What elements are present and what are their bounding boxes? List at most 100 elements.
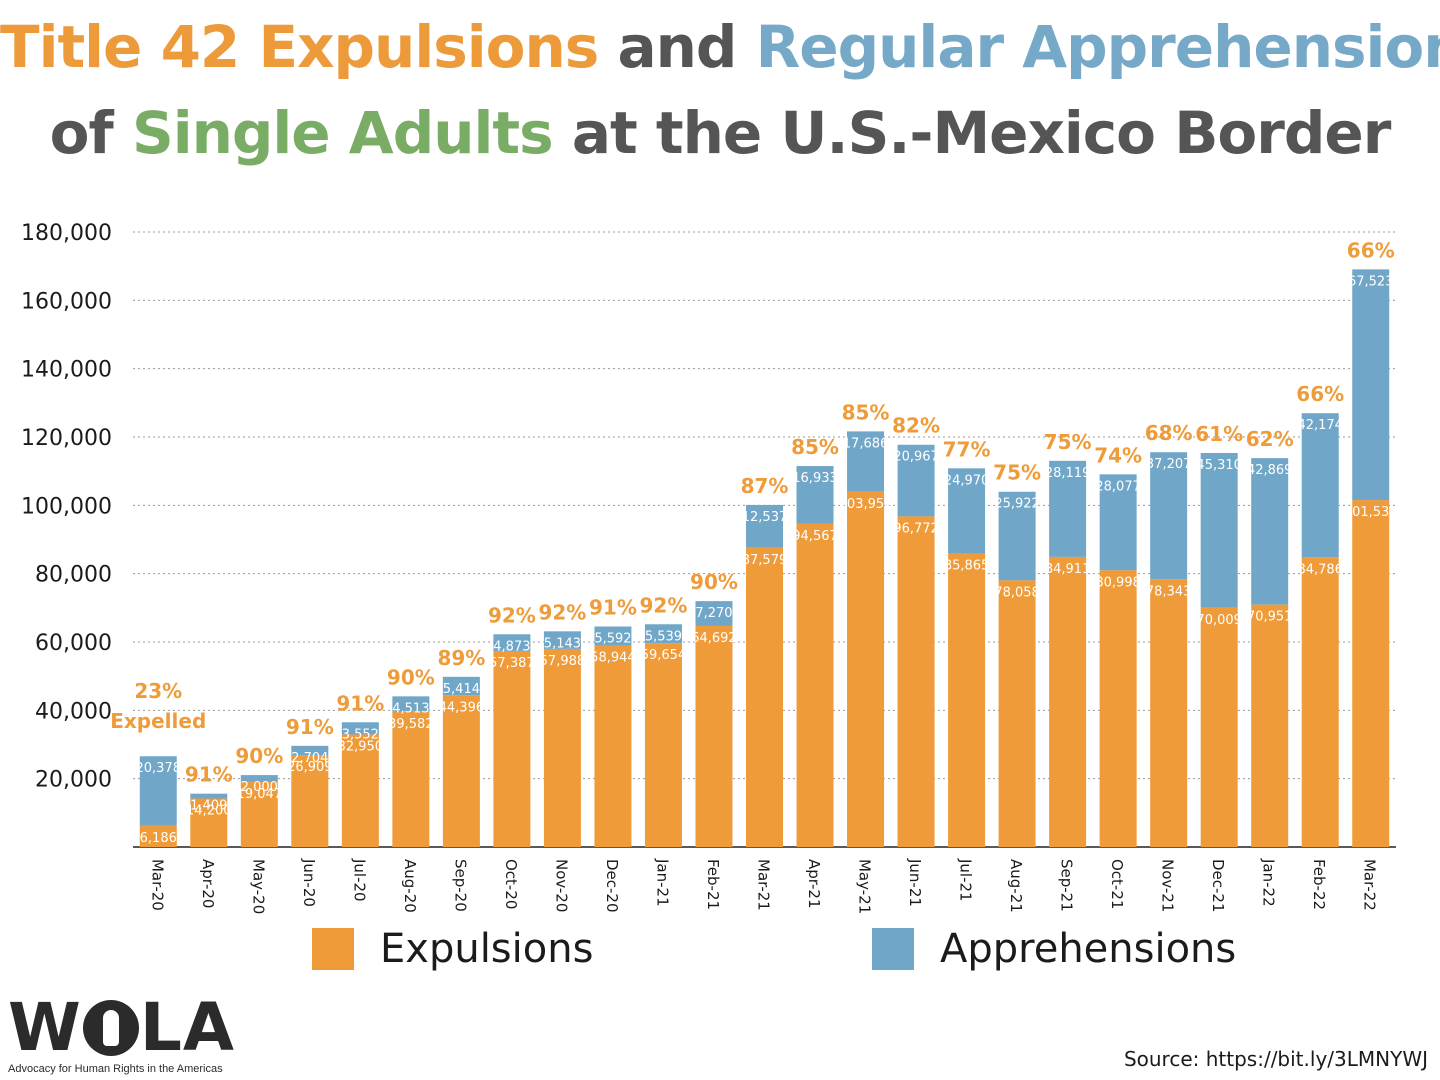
bar-apprehensions xyxy=(847,431,885,492)
data-label-apprehensions: 5,143 xyxy=(544,636,581,651)
y-tick-label: 80,000 xyxy=(35,563,112,588)
x-tick-label: Jun-20 xyxy=(300,858,318,907)
percent-expelled-label: 92% xyxy=(640,593,688,617)
legend-label-apprehensions: Apprehensions xyxy=(940,926,1237,972)
data-label-apprehensions: 4,873 xyxy=(493,639,530,654)
data-label-apprehensions: 42,869 xyxy=(1247,463,1293,478)
data-label-expulsions: 57,387 xyxy=(489,656,535,671)
bar-apprehensions xyxy=(190,793,228,799)
data-label-expulsions: 94,567 xyxy=(792,529,838,544)
data-label-expulsions: 78,058 xyxy=(994,585,1040,600)
bar-apprehensions xyxy=(1150,452,1188,580)
bar-expulsions xyxy=(847,491,885,847)
bar-expulsions xyxy=(240,781,278,847)
percent-expelled-label: 75% xyxy=(1044,430,1092,454)
data-label-apprehensions: 7,270 xyxy=(695,606,732,621)
data-label-expulsions: 58,944 xyxy=(590,651,636,666)
x-tick-label: Dec-21 xyxy=(1209,859,1227,913)
title-line-1-segment-0: Title 42 Expulsions xyxy=(0,13,599,81)
bar-expulsions xyxy=(1200,607,1238,847)
bar-apprehensions xyxy=(594,626,632,646)
data-label-expulsions: 78,343 xyxy=(1146,584,1192,599)
percent-expelled-label: 66% xyxy=(1347,238,1395,262)
data-label-apprehensions: 12,537 xyxy=(742,510,788,525)
data-label-apprehensions: 28,119 xyxy=(1045,466,1091,481)
y-tick-label: 160,000 xyxy=(21,289,112,314)
bar-expulsions xyxy=(291,755,329,847)
data-label-apprehensions: 24,970 xyxy=(944,473,990,488)
bar-expulsions xyxy=(1352,500,1390,847)
bar-expulsions xyxy=(796,523,834,847)
x-tick-label: Jul-20 xyxy=(350,858,368,902)
percent-expelled-label: 91% xyxy=(336,691,384,715)
bar-expulsions xyxy=(493,650,531,847)
data-label-apprehensions: 2,704 xyxy=(291,751,328,766)
x-tick-label: Nov-21 xyxy=(1159,859,1177,912)
data-label-expulsions: 80,998 xyxy=(1095,575,1141,590)
data-label-expulsions: 96,772 xyxy=(893,521,939,536)
y-tick-label: 100,000 xyxy=(21,494,112,519)
percent-expelled-label: 91% xyxy=(286,715,334,739)
x-tick-label: Mar-21 xyxy=(755,859,773,911)
bar-expulsions xyxy=(746,547,783,847)
bar-expulsions xyxy=(341,734,379,847)
data-label-apprehensions: 4,513 xyxy=(392,701,429,716)
x-tick-label: Jan-22 xyxy=(1260,858,1278,907)
bar-expulsions xyxy=(1049,556,1087,847)
bar-expulsions xyxy=(1251,604,1289,847)
data-label-expulsions: 101,539 xyxy=(1344,505,1398,520)
title-line-1-segment-2: Regular Apprehensions xyxy=(755,13,1440,81)
percent-expelled-label: 90% xyxy=(690,570,738,594)
bar-expulsions xyxy=(392,711,430,847)
data-label-apprehensions: 5,414 xyxy=(443,682,480,697)
chart-title-line-1: Title 42 Expulsions and Regular Apprehen… xyxy=(0,18,1440,76)
data-label-expulsions: 64,692 xyxy=(691,631,737,646)
percent-expelled-label: 87% xyxy=(741,474,789,498)
data-label-apprehensions: 5,592 xyxy=(594,632,631,647)
x-tick-label: Nov-20 xyxy=(552,859,570,912)
x-tick-label: Oct-20 xyxy=(502,859,520,909)
x-tick-label: Apr-21 xyxy=(805,859,823,909)
bar-expulsions xyxy=(543,648,581,847)
logo-name-right: LA xyxy=(139,989,235,1066)
data-label-expulsions: 59,654 xyxy=(641,648,687,663)
y-tick-label: 120,000 xyxy=(21,426,112,451)
bar-expulsions xyxy=(644,643,682,847)
bar-expulsions xyxy=(139,825,177,847)
data-label-apprehensions: 45,310 xyxy=(1196,458,1242,473)
bar-expulsions xyxy=(442,695,480,847)
percent-expelled-label: 92% xyxy=(488,603,536,627)
data-label-expulsions: 44,396 xyxy=(439,700,485,715)
x-tick-label: Jul-21 xyxy=(957,858,975,902)
percent-expelled-label: 91% xyxy=(589,596,637,620)
logo-emblem-icon xyxy=(82,1000,139,1056)
data-label-expulsions: 103,957 xyxy=(839,497,893,512)
y-tick-label: 180,000 xyxy=(21,221,112,246)
percent-expelled-label: 85% xyxy=(791,435,839,459)
data-label-apprehensions: 5,539 xyxy=(645,629,682,644)
x-tick-label: Mar-22 xyxy=(1361,859,1379,911)
bar-apprehensions xyxy=(493,634,531,651)
data-label-apprehensions: 17,686 xyxy=(843,436,889,451)
percent-expelled-note: Expelled xyxy=(110,709,206,733)
x-tick-label: Oct-21 xyxy=(1108,859,1126,909)
bar-expulsions xyxy=(998,580,1036,847)
bar-apprehensions xyxy=(1352,269,1390,501)
data-label-expulsions: 70,009 xyxy=(1196,613,1242,628)
logo-name-left: W xyxy=(8,989,82,1066)
data-label-apprehensions: 20,967 xyxy=(893,450,939,465)
percent-expelled-label: 77% xyxy=(943,437,991,461)
bar-apprehensions xyxy=(695,601,733,626)
bar-expulsions xyxy=(190,798,228,847)
y-tick-label: 20,000 xyxy=(35,768,112,793)
data-label-expulsions: 70,951 xyxy=(1247,610,1293,625)
x-tick-label: Aug-21 xyxy=(1007,859,1025,913)
data-label-apprehensions: 3,552 xyxy=(342,727,379,742)
data-label-apprehensions: 20,378 xyxy=(136,761,182,776)
data-label-expulsions: 19,047 xyxy=(237,787,283,802)
bar-apprehensions xyxy=(998,491,1036,581)
data-label-apprehensions: 25,922 xyxy=(994,497,1040,512)
data-label-apprehensions: 2,000 xyxy=(241,780,278,795)
percent-expelled-label: 23% xyxy=(134,679,182,703)
x-tick-label: Feb-21 xyxy=(704,859,722,910)
